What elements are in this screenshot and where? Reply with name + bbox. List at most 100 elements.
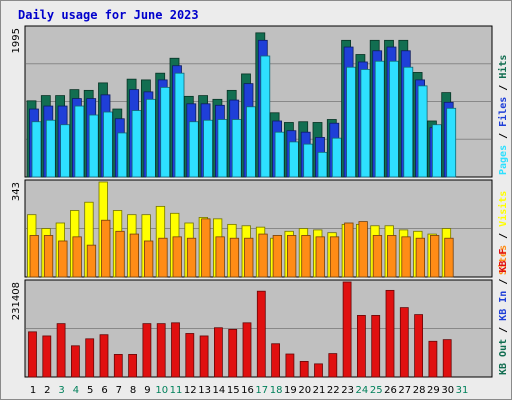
x-tick-day-23: 23	[341, 385, 354, 396]
bar-pages-day-28	[417, 85, 428, 178]
bar-pages-day-15	[231, 119, 242, 178]
legend-kb-out: KB Out	[498, 339, 509, 375]
x-tick-day-10: 10	[155, 385, 168, 396]
bar-sites-day-5	[86, 244, 97, 278]
bar-sites-day-7	[115, 230, 125, 278]
bar-pages-day-12	[188, 121, 199, 178]
bar-kb-f-day-13	[199, 335, 209, 378]
legend-kb-in: KB In	[498, 291, 509, 321]
bar-kb-f-day-15	[228, 328, 238, 378]
x-tick-day-14: 14	[213, 385, 226, 396]
bar-sites-day-20	[301, 235, 311, 278]
x-tick-day-9: 9	[144, 385, 150, 396]
bar-pages-day-2	[45, 119, 56, 178]
x-tick-day-15: 15	[227, 385, 240, 396]
bar-sites-day-25	[372, 235, 383, 278]
chart-title: Daily usage for June 2023	[18, 8, 199, 22]
x-tick-day-6: 6	[101, 385, 107, 396]
x-tick-day-1: 1	[30, 385, 36, 396]
bar-pages-day-5	[88, 114, 99, 178]
bar-kb-f-day-8	[128, 354, 138, 378]
bar-kb-f-day-27	[399, 307, 409, 378]
x-tick-day-22: 22	[327, 385, 340, 396]
bar-sites-day-30	[444, 237, 454, 278]
bar-kb-f-day-28	[414, 314, 424, 378]
bar-kb-f-day-2	[42, 335, 52, 378]
bar-pages-day-27	[403, 66, 414, 178]
bar-pages-day-10	[160, 86, 171, 178]
x-tick-day-16: 16	[241, 385, 254, 396]
x-tick-day-25: 25	[370, 385, 383, 396]
bar-kb-f-day-18	[271, 343, 281, 378]
legend-files: Files	[497, 97, 509, 127]
bar-pages-day-4	[74, 105, 85, 178]
bar-pages-day-3	[60, 124, 70, 178]
bar-kb-f-day-21	[314, 363, 323, 378]
bar-sites-day-23	[344, 222, 354, 278]
x-tick-day-3: 3	[58, 385, 64, 396]
bar-sites-day-27	[401, 236, 411, 278]
bar-sites-day-4	[72, 236, 82, 278]
bar-pages-day-16	[246, 106, 256, 178]
bar-kb-f-day-24	[356, 315, 366, 378]
legend-kbytes: KB Out / KB In / KB F	[498, 249, 509, 375]
bar-pages-day-13	[203, 119, 214, 178]
bar-kb-f-day-4	[71, 345, 80, 378]
x-tick-day-13: 13	[198, 385, 211, 396]
bar-sites-day-29	[429, 235, 440, 278]
bar-sites-day-16	[244, 237, 254, 278]
bar-pages-day-25	[374, 60, 385, 178]
bar-pages-day-1	[31, 121, 42, 178]
bar-kb-f-day-19	[285, 353, 295, 378]
legend-separator: /	[498, 321, 509, 339]
x-tick-day-17: 17	[255, 385, 268, 396]
bar-pages-day-17	[260, 55, 271, 178]
bar-kb-f-day-16	[242, 322, 252, 378]
bar-sites-day-14	[215, 236, 225, 278]
legend-hits_files_pages: Pages / Files / Hits	[497, 55, 509, 175]
y-max-label: 1995	[11, 28, 22, 53]
bar-sites-day-8	[129, 233, 140, 278]
bar-kb-f-day-12	[185, 333, 195, 378]
x-tick-day-20: 20	[298, 385, 311, 396]
x-tick-day-29: 29	[427, 385, 440, 396]
bar-kb-f-day-22	[328, 353, 338, 378]
bar-pages-day-23	[346, 66, 357, 178]
x-tick-day-30: 30	[441, 385, 454, 396]
legend-kb-f: KB F	[498, 249, 509, 273]
x-tick-day-7: 7	[116, 385, 122, 396]
x-tick-day-5: 5	[87, 385, 93, 396]
bar-kb-f-day-29	[428, 340, 438, 378]
bar-sites-day-15	[229, 237, 240, 278]
legend-hits: Hits	[497, 55, 509, 79]
bar-kb-f-day-5	[85, 338, 95, 378]
bar-pages-day-8	[131, 110, 142, 178]
bar-pages-day-11	[174, 72, 185, 178]
x-tick-day-26: 26	[384, 385, 397, 396]
bar-sites-day-9	[143, 240, 154, 278]
bar-sites-day-11	[172, 236, 182, 278]
bar-sites-day-13	[201, 218, 211, 278]
bar-sites-day-22	[329, 236, 340, 278]
x-tick-day-24: 24	[356, 385, 369, 396]
bar-pages-day-19	[288, 141, 299, 178]
legend-visits: Visits	[497, 191, 509, 227]
x-tick-day-19: 19	[284, 385, 297, 396]
x-tick-day-31: 31	[456, 385, 469, 396]
x-tick-day-2: 2	[44, 385, 50, 396]
bar-pages-day-26	[389, 60, 399, 178]
legend-separator: /	[498, 127, 509, 145]
bar-kb-f-day-17	[256, 290, 266, 378]
bar-kb-f-day-3	[56, 323, 66, 378]
bar-sites-day-2	[43, 235, 54, 278]
bar-kb-f-day-1	[28, 331, 37, 378]
legend-separator: /	[498, 273, 509, 291]
bar-pages-day-9	[145, 98, 156, 178]
legend-visits_sites: Sites / Visits	[497, 191, 509, 275]
legend-pages: Pages	[498, 145, 509, 175]
bar-sites-day-26	[387, 235, 397, 278]
bar-kb-f-day-23	[342, 281, 352, 378]
bar-sites-day-1	[29, 235, 39, 278]
bar-pages-day-20	[303, 143, 314, 178]
legend-sites: Sites	[497, 245, 509, 275]
